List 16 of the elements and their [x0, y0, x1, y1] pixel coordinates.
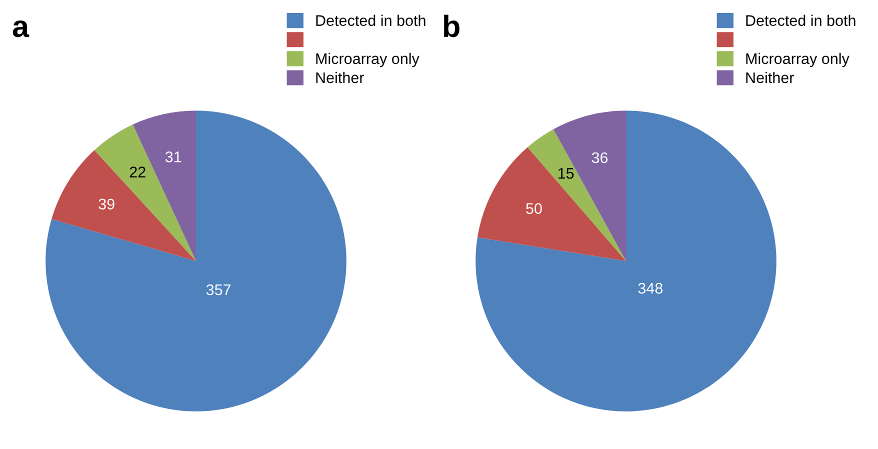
legend-label: Microarray only — [316, 52, 420, 68]
legend-label: Detected in both — [746, 14, 856, 26]
data-label: 36 — [592, 152, 608, 164]
data-label: 357 — [206, 284, 231, 296]
chart-title: b — [444, 14, 460, 38]
legend-label: Neither — [316, 72, 364, 84]
data-label: 348 — [638, 282, 662, 294]
legend-label: Microarray only — [746, 52, 850, 68]
data-label: 50 — [526, 203, 542, 214]
data-label: 15 — [558, 168, 574, 179]
data-label: 22 — [130, 166, 146, 178]
legend-label: Neither — [746, 72, 794, 84]
data-label: 39 — [98, 198, 114, 210]
legend-label: Detected in both — [316, 14, 426, 26]
chart-title: a — [12, 20, 30, 38]
data-label: 31 — [165, 151, 182, 162]
